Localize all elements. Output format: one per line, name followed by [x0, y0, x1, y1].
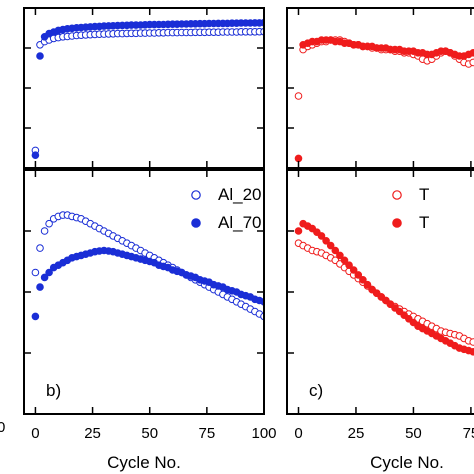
point-bottom-right-s1-5	[317, 232, 326, 240]
x-axis-title-bottom-right: Cycle No.	[370, 453, 444, 472]
point-bottom-right-s1-9	[336, 251, 344, 260]
point-top-right-s1-38	[469, 49, 474, 57]
point-bottom-center-s1-1	[36, 283, 44, 291]
legend-bottom-right: TT	[392, 185, 429, 232]
plot-frame-top-right	[286, 7, 474, 169]
point-bottom-right-s1-10	[340, 256, 349, 265]
x-tick-label-bottom-center-0: 0	[31, 425, 39, 442]
point-bottom-right-s1-11	[345, 261, 353, 270]
panel-bottom-center: 0 25 50 75 100 Cycle No. b) Al_20 Al_70	[23, 169, 277, 472]
point-bottom-right-s1-14	[359, 276, 367, 284]
point-bottom-right-s1-0	[294, 227, 303, 235]
point-top-right-s0-0	[294, 92, 303, 100]
x-tick-label-bottom-center-4: 100	[251, 425, 276, 442]
point-bottom-right-s1-8	[331, 246, 340, 255]
x-axis-title-bottom-center: Cycle No.	[107, 453, 181, 472]
point-bottom-right-s1-13	[354, 271, 363, 279]
x-tick-label-bottom-right-2: 50	[405, 425, 422, 442]
x-tick-label-bottom-right-0: 0	[294, 425, 302, 442]
legend-label-bottom-center-0: Al_20	[218, 185, 261, 204]
legend-label-bottom-right-0: T	[419, 185, 429, 204]
point-bottom-right-s1-7	[326, 241, 335, 250]
panel-top-right	[286, 7, 474, 169]
legend-label-bottom-center-1: Al_70	[218, 213, 261, 232]
point-bottom-center-s0-0	[31, 268, 40, 277]
legend-marker-bottom-right-0	[392, 190, 402, 200]
point-bottom-right-s0-38	[469, 338, 474, 346]
x-tick-label-bottom-center-3: 75	[199, 425, 216, 442]
point-bottom-center-s0-2	[40, 227, 49, 235]
point-top-right-s1-0	[294, 154, 303, 163]
legend-marker-bottom-center-0	[191, 190, 201, 200]
plot-frame-bottom-right	[286, 169, 474, 415]
x-tick-label-bottom-right-3: 75	[463, 425, 474, 442]
x-tick-label-bottom-center-1: 25	[84, 425, 101, 442]
panel-label-bottom-center: b)	[46, 381, 61, 400]
markers-top-right	[294, 36, 474, 163]
x-tick-label-bottom-right-1: 25	[348, 425, 365, 442]
point-bottom-right-s1-15	[363, 280, 372, 289]
panel-label-bottom-right: c)	[309, 381, 323, 400]
panel-top-center	[23, 7, 265, 169]
panel-bottom-right: 0 25 50 75 Cycle No. c) TT	[286, 169, 474, 472]
point-bottom-right-s1-38	[469, 348, 474, 356]
legend-bottom-center: Al_20 Al_70	[191, 185, 261, 232]
legend-label-bottom-right-1: T	[419, 213, 429, 232]
markers-top-center	[31, 18, 264, 159]
markers-bottom-right	[294, 219, 474, 356]
point-bottom-right-s1-6	[322, 237, 330, 245]
x-tick-label-bottom-center-2: 50	[141, 425, 158, 442]
point-bottom-center-s0-3	[45, 219, 53, 228]
left-axis-fragment-tick-label: 0	[0, 419, 5, 436]
point-bottom-center-s0-1	[36, 244, 44, 252]
point-bottom-center-s1-2	[40, 273, 49, 282]
point-top-center-s1-0	[31, 151, 40, 159]
point-top-right-s0-38	[469, 58, 474, 67]
point-bottom-center-s1-3	[45, 268, 53, 277]
legend-marker-bottom-right-1	[392, 218, 402, 228]
markers-bottom-center	[31, 211, 264, 321]
point-bottom-center-s1-0	[31, 312, 40, 321]
panels-layer: 0 25 50 75 100 Cycle No. b) Al_20 Al_70 0 25 50 75 Cy…	[23, 7, 474, 472]
point-bottom-right-s1-12	[349, 266, 358, 274]
point-top-center-s1-1	[36, 52, 44, 60]
legend-marker-bottom-center-1	[191, 218, 201, 228]
